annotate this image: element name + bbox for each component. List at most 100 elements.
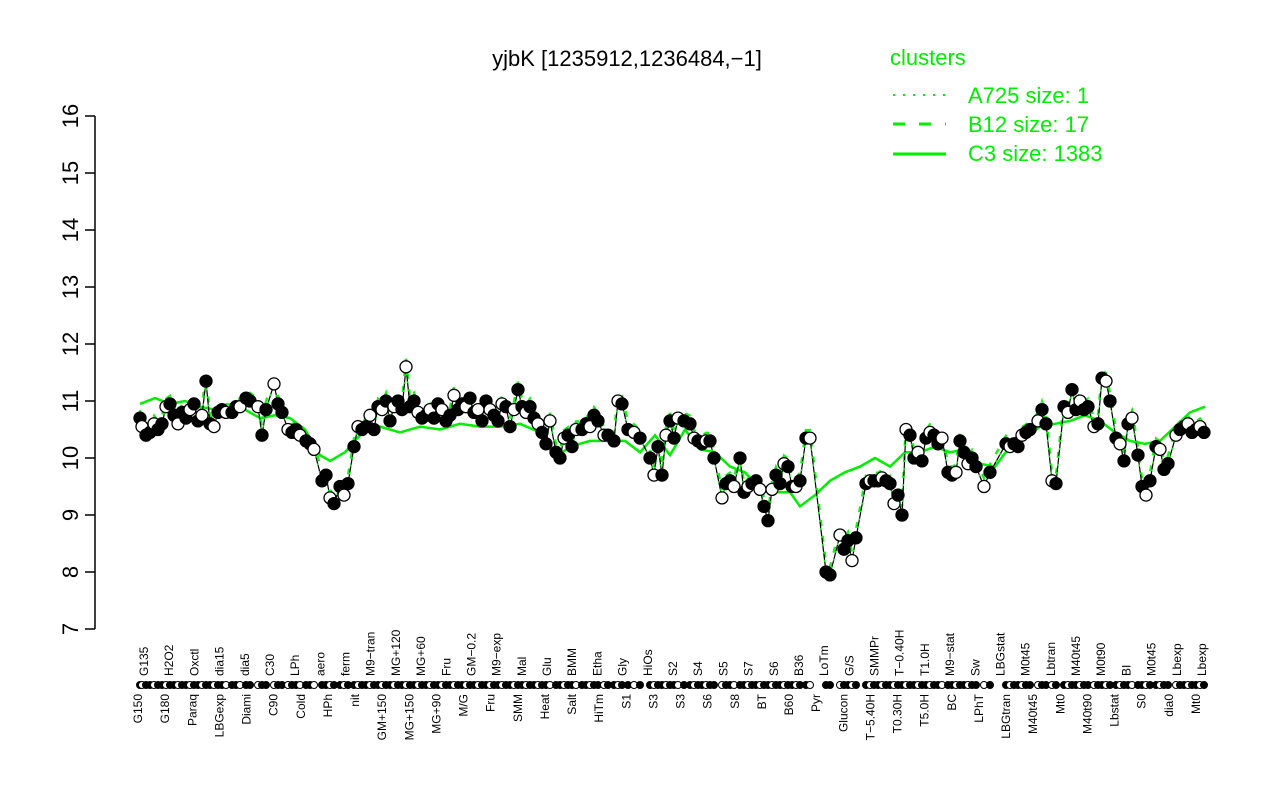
data-point — [781, 459, 795, 474]
data-point — [341, 476, 355, 491]
data-point — [553, 451, 567, 465]
data-point — [655, 468, 669, 482]
b12-dashed-line — [138, 358, 1206, 569]
x-label-bottom: Diami — [240, 694, 254, 725]
data-point — [523, 400, 537, 414]
x-label-bottom: LPhT — [972, 693, 986, 722]
x-label-bottom: MG+150 — [402, 694, 416, 741]
x-label-top: S4 — [691, 661, 705, 676]
data-point — [543, 414, 557, 428]
data-point — [935, 431, 949, 445]
x-label-bottom: HiTm — [592, 694, 606, 723]
data-point — [773, 476, 787, 491]
data-point — [275, 405, 289, 420]
x-label-bottom: HPh — [321, 694, 335, 717]
data-point — [915, 454, 929, 468]
x-label-top: Mal — [515, 657, 529, 676]
x-label-top: Lbtran — [1044, 642, 1058, 676]
x-label-top: LBGstat — [994, 632, 1008, 676]
data-point — [1099, 374, 1113, 388]
data-point — [753, 482, 767, 497]
condition-marker — [986, 681, 994, 689]
data-point — [1103, 394, 1117, 408]
data-point — [633, 431, 647, 445]
condition-marker — [972, 681, 980, 689]
data-point — [155, 417, 169, 431]
x-label-top: M40t45 — [1069, 636, 1083, 676]
x-label-top: S5 — [716, 661, 730, 676]
condition-marker — [1026, 681, 1034, 689]
x-label-bottom: T5.0H — [918, 694, 932, 727]
data-point — [463, 391, 477, 405]
data-point — [1049, 476, 1063, 491]
data-point — [307, 442, 321, 457]
x-label-top: M9−tran — [364, 632, 378, 676]
x-label-top: Etha — [590, 651, 604, 676]
x-label-bottom: B60 — [782, 694, 796, 716]
data-point — [793, 474, 807, 488]
data-point — [539, 437, 553, 451]
x-label-top: Lbexp — [1195, 643, 1209, 676]
x-label-top: S6 — [767, 661, 781, 676]
data-point — [757, 499, 771, 514]
data-point — [319, 468, 333, 482]
data-point — [187, 397, 201, 411]
x-label-bottom: S8 — [728, 694, 742, 709]
data-point — [761, 514, 775, 528]
x-label-top: Oxctl — [187, 649, 201, 676]
data-point — [347, 439, 361, 454]
x-label-bottom: SMM — [511, 694, 525, 722]
legend-entry-c3: C3 size: 1383 — [968, 141, 1103, 166]
data-point — [535, 425, 549, 440]
data-point — [1161, 457, 1175, 471]
x-label-bottom: T0.30H — [891, 694, 905, 733]
data-point — [1143, 474, 1157, 488]
x-label-top: dia5 — [238, 653, 252, 676]
data-point — [195, 408, 209, 422]
x-label-bottom: nit — [348, 693, 362, 706]
x-label-top: T1.0H — [918, 643, 932, 676]
y-tick-label: 10 — [58, 446, 83, 470]
legend-title: clusters — [890, 45, 966, 70]
data-point — [733, 451, 747, 465]
data-point — [903, 428, 917, 442]
data-point — [337, 488, 351, 502]
data-point — [267, 377, 281, 391]
x-label-top: S7 — [742, 661, 756, 676]
x-label-top: Glu — [540, 657, 554, 676]
x-label-bottom: S3 — [646, 694, 660, 709]
condition-marker — [262, 681, 270, 689]
data-point — [707, 451, 721, 465]
x-label-top: MG+60 — [414, 636, 428, 676]
x-label-bottom: C90 — [267, 694, 281, 716]
data-point — [891, 488, 905, 502]
data-point — [1197, 425, 1211, 440]
x-label-top: C30 — [263, 654, 277, 676]
data-point — [977, 479, 991, 494]
data-point — [207, 419, 221, 434]
condition-marker — [852, 681, 860, 689]
data-point — [667, 431, 681, 445]
data-point — [615, 397, 629, 411]
y-tick-label: 12 — [58, 332, 83, 356]
data-point — [1139, 488, 1153, 502]
data-point — [163, 397, 177, 411]
data-point — [447, 388, 461, 402]
x-label-bottom: S6 — [701, 694, 715, 709]
x-label-bottom: M/G — [457, 694, 471, 717]
x-label-top: M0t45 — [1019, 642, 1033, 676]
data-point — [803, 431, 817, 445]
data-point — [1091, 417, 1105, 431]
condition-marker — [310, 681, 318, 689]
x-label-bottom: G180 — [158, 694, 172, 724]
x-label-top: M9−stat — [943, 632, 957, 676]
x-label-bottom: Paraq — [185, 694, 199, 726]
data-point — [823, 568, 837, 582]
data-point — [949, 465, 963, 479]
data-point — [1023, 422, 1037, 437]
y-tick-label: 16 — [58, 104, 83, 128]
data-point — [1113, 437, 1127, 451]
data-point — [983, 465, 997, 479]
